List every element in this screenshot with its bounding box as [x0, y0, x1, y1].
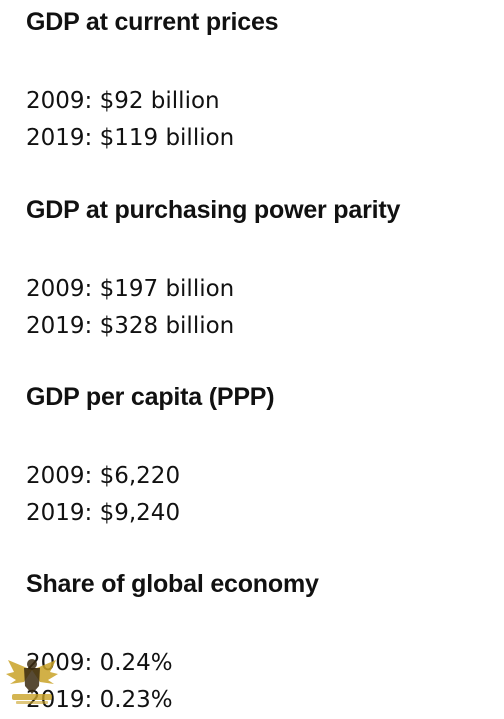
value-line-2009: 2009: 0.24% [26, 650, 173, 676]
value-line-2009: 2009: $92 billion [26, 88, 220, 114]
watermark-crest-svg [6, 659, 58, 704]
value-list: 2009: $197 billion 2019: $328 billion [26, 271, 400, 345]
value-line-2019: 2019: $9,240 [26, 500, 181, 526]
section-heading: GDP at purchasing power parity [26, 196, 401, 224]
section-heading: Share of global economy [26, 570, 319, 598]
value-line-2019: 2019: $328 billion [26, 313, 235, 339]
value-list: 2009: $92 billion 2019: $119 billion [26, 83, 278, 157]
section-heading: GDP per capita (PPP) [26, 383, 275, 411]
section-heading: GDP at current prices [26, 8, 279, 36]
banner-tail-shape [16, 701, 48, 704]
shield-shape [24, 668, 40, 694]
eagle-crest-icon [4, 650, 60, 708]
head-shape [27, 659, 37, 669]
value-list: 2009: 0.24% 2019: 0.23% [26, 645, 319, 719]
section-gdp-ppp: GDP at purchasing power parity 2009: $19… [26, 195, 400, 345]
value-list: 2009: $6,220 2019: $9,240 [26, 458, 274, 532]
value-line-2019: 2019: 0.23% [26, 687, 173, 713]
banner-shape [12, 694, 52, 700]
value-line-2009: 2009: $197 billion [26, 276, 235, 302]
section-gdp-per-capita: GDP per capita (PPP) 2009: $6,220 2019: … [26, 382, 275, 532]
section-gdp-current-prices: GDP at current prices 2009: $92 billion … [26, 7, 279, 157]
section-global-share: Share of global economy 2009: 0.24% 2019… [26, 569, 319, 719]
value-line-2019: 2019: $119 billion [26, 125, 235, 151]
value-line-2009: 2009: $6,220 [26, 463, 181, 489]
